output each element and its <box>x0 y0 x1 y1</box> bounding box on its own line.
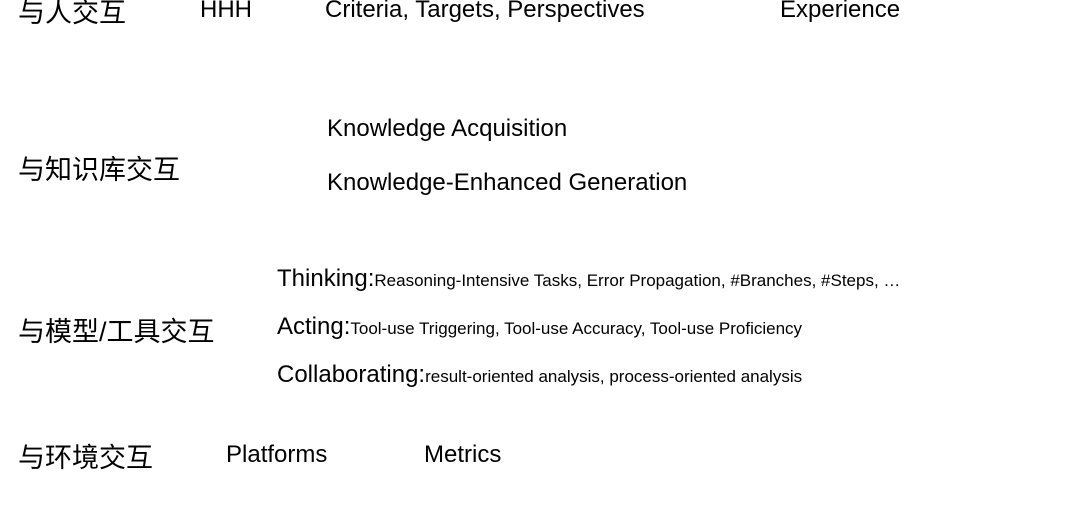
line-thinking: Thinking: Reasoning-Intensive Tasks, Err… <box>277 265 900 293</box>
head-knowledge-gen: Knowledge-Enhanced Generation <box>327 169 687 197</box>
head-acting: Acting: <box>277 313 350 341</box>
sub-collaborating: result-oriented analysis, process-orient… <box>425 367 802 387</box>
head-thinking: Thinking: <box>277 265 374 293</box>
label-model-tool: 与模型/工具交互 <box>18 310 215 349</box>
line-knowledge-acq: Knowledge Acquisition <box>327 115 687 143</box>
row-knowledge-content: Knowledge Acquisition Knowledge-Enhanced… <box>327 115 687 197</box>
item-criteria: Criteria, Targets, Perspectives <box>325 0 645 24</box>
sub-thinking: Reasoning-Intensive Tasks, Error Propaga… <box>374 271 900 291</box>
head-collaborating: Collaborating: <box>277 361 425 389</box>
row-model-tool-content: Thinking: Reasoning-Intensive Tasks, Err… <box>277 265 900 389</box>
item-platforms: Platforms <box>226 441 327 469</box>
label-knowledge: 与知识库交互 <box>18 148 180 187</box>
item-experience: Experience <box>780 0 900 24</box>
sub-acting: Tool-use Triggering, Tool-use Accuracy, … <box>350 319 802 339</box>
line-acting: Acting: Tool-use Triggering, Tool-use Ac… <box>277 313 900 341</box>
item-hhh: HHH <box>200 0 252 24</box>
item-metrics: Metrics <box>424 441 501 469</box>
label-environment: 与环境交互 <box>18 436 153 475</box>
line-collaborating: Collaborating: result-oriented analysis,… <box>277 361 900 389</box>
label-human: 与人交互 <box>18 0 126 30</box>
line-knowledge-gen: Knowledge-Enhanced Generation <box>327 169 687 197</box>
head-knowledge-acq: Knowledge Acquisition <box>327 115 567 143</box>
